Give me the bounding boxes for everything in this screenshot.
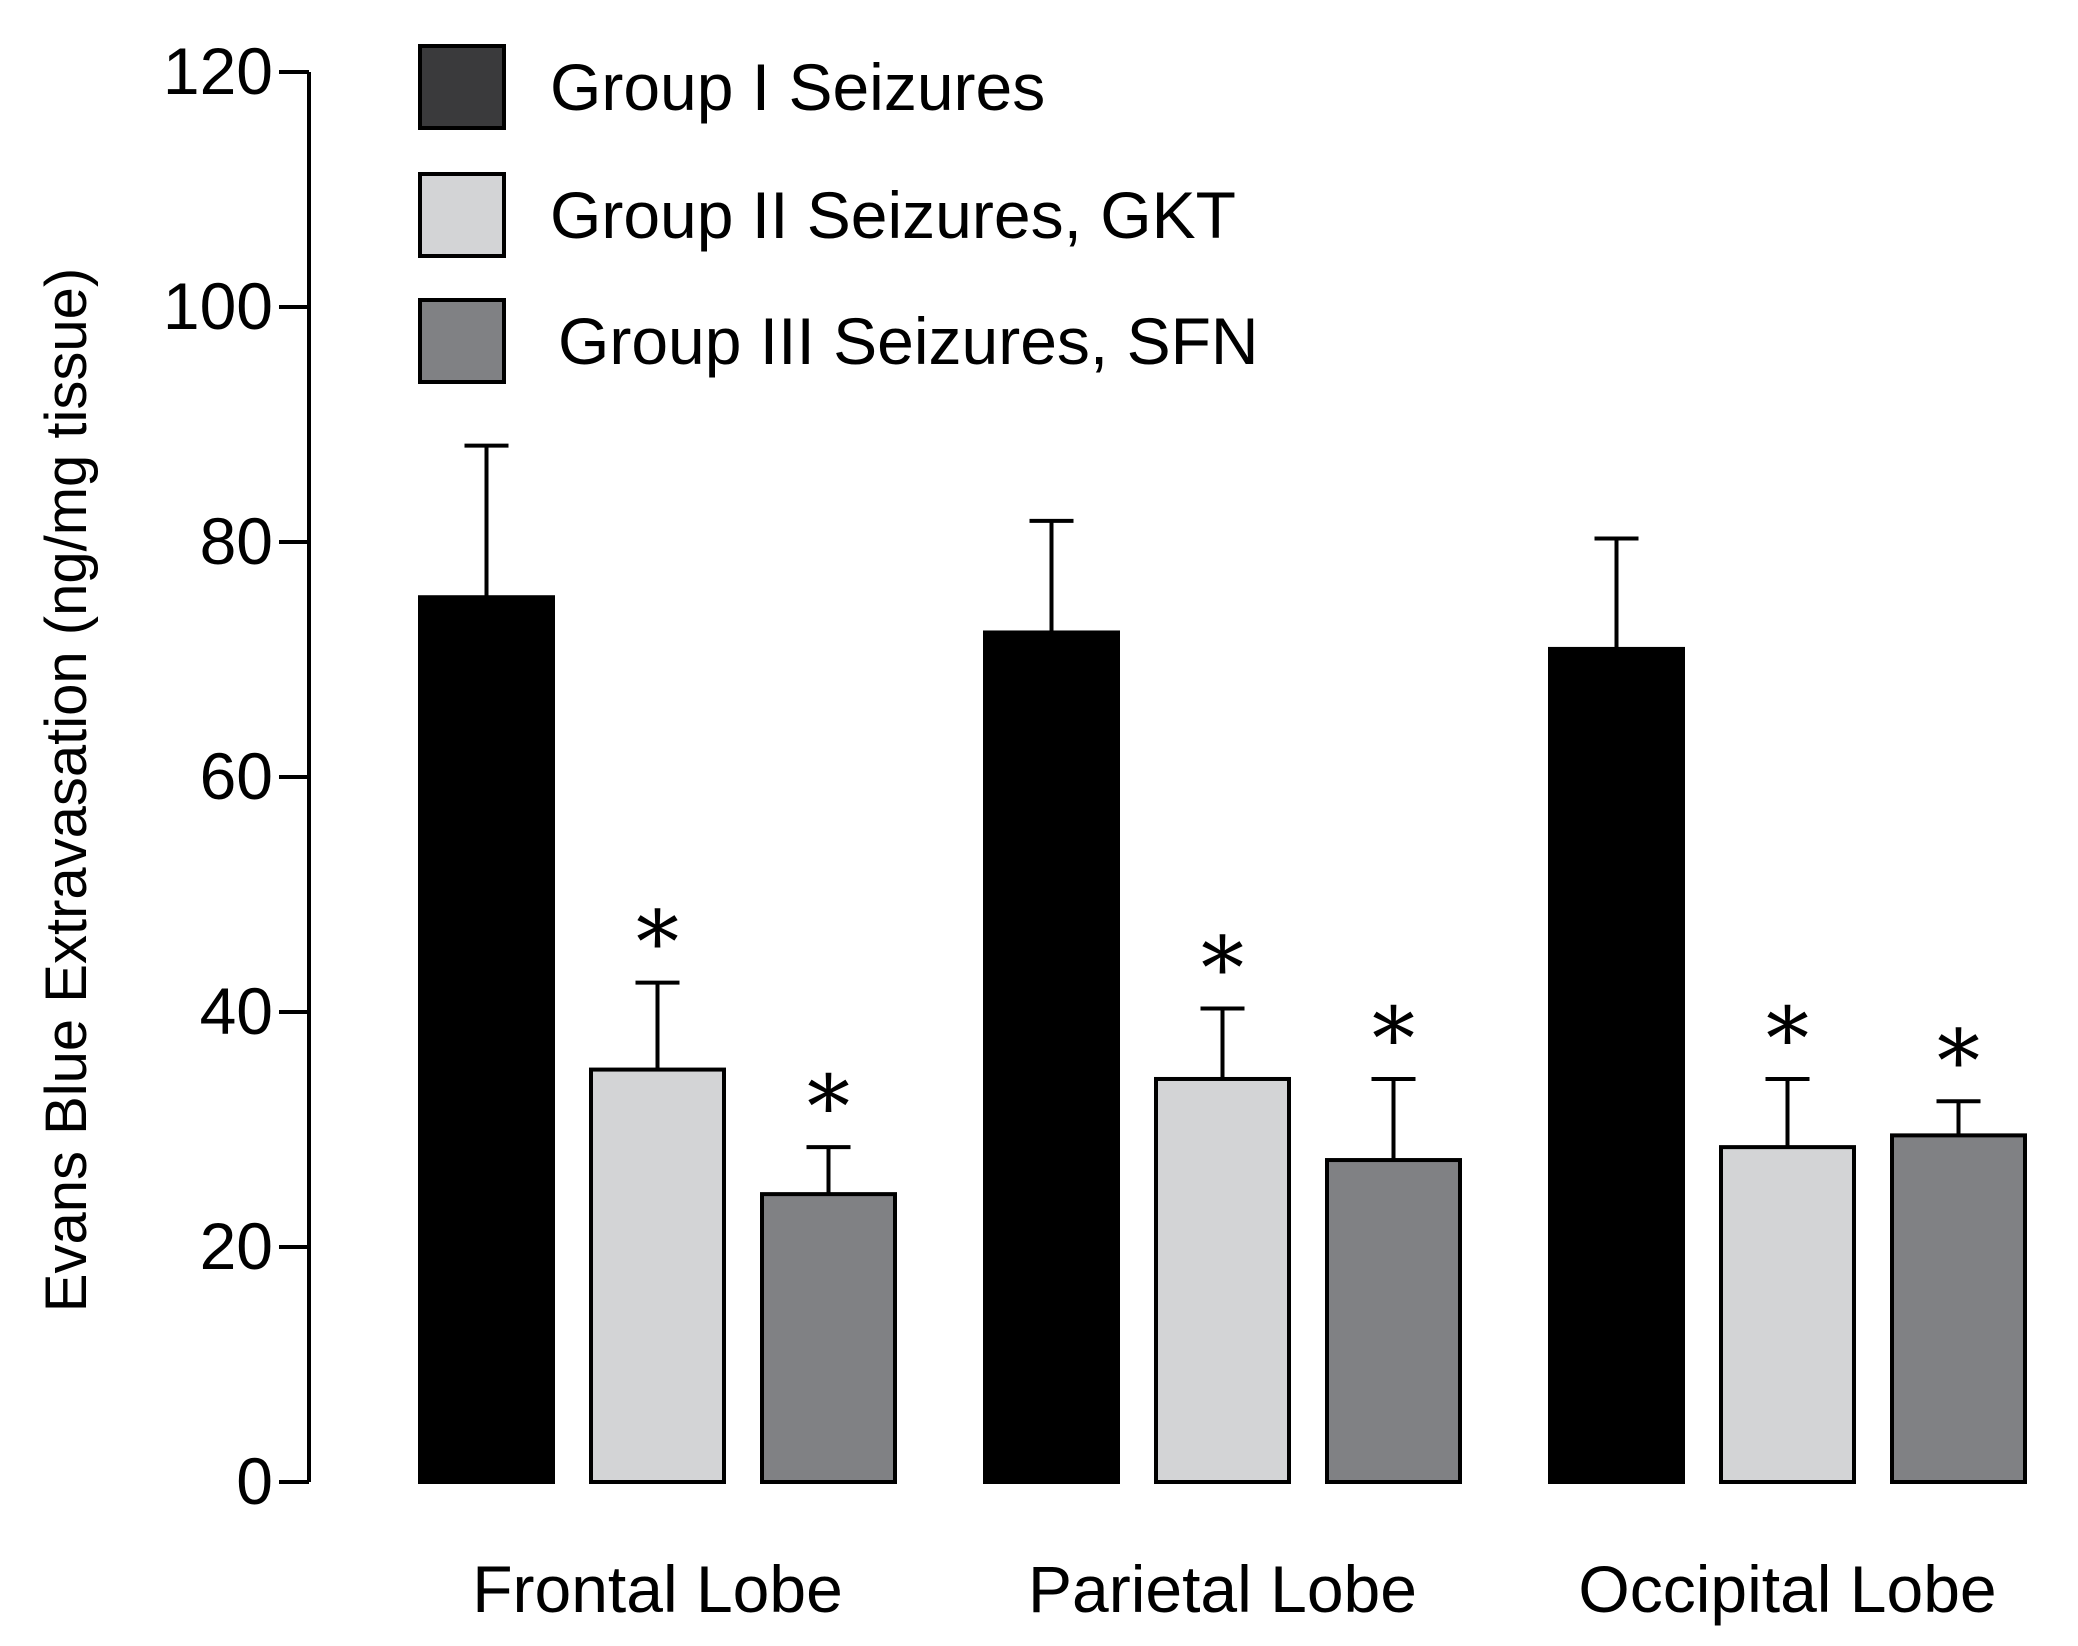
y-tick-label: 100 (163, 269, 273, 343)
y-axis-title: Evans Blue Extravasation (ng/mg tissue) (34, 268, 99, 1312)
y-tick-label: 20 (200, 1209, 273, 1283)
significance-marker: * (1766, 990, 1809, 1090)
category-label: Occipital Lobe (1578, 1552, 1996, 1626)
category-label: Frontal Lobe (472, 1552, 843, 1626)
y-tick-label: 80 (200, 504, 273, 578)
legend-label: Group II Seizures, GKT (550, 178, 1236, 252)
bar (1719, 1145, 1856, 1484)
category-labels: Frontal Lobe Parietal Lobe Occipital Lobe (472, 1552, 1996, 1626)
legend-label: Group I Seizures (550, 50, 1045, 124)
bar (1154, 1076, 1291, 1484)
bar (760, 1192, 897, 1484)
significance-marker: * (1937, 1012, 1980, 1112)
bar-group-1: ** (983, 518, 1462, 1485)
legend-item: Group I Seizures (418, 44, 1045, 130)
legend-item: Group II Seizures, GKT (418, 172, 1236, 258)
bar-group-0: ** (418, 443, 897, 1484)
significance-marker: * (1201, 919, 1244, 1019)
y-axis: 0 20 40 60 80 100 120 (163, 34, 311, 1518)
bar (1548, 646, 1685, 1484)
significance-marker: * (636, 894, 679, 994)
bar (589, 1067, 726, 1484)
significance-marker: * (807, 1058, 850, 1158)
y-tick-label: 0 (236, 1444, 273, 1518)
legend-label: Group III Seizures, SFN (558, 304, 1259, 378)
legend-swatch (418, 172, 506, 258)
bar-groups: **** * * (418, 443, 2027, 1485)
significance-marker: * (1372, 990, 1415, 1090)
legend: Group I Seizures Group II Seizures, GKT Gr… (418, 44, 1259, 384)
legend-swatch (418, 44, 506, 130)
bar (983, 630, 1120, 1484)
bar-group-2: * * (1548, 536, 2027, 1484)
bar (418, 595, 555, 1484)
bar (1325, 1158, 1462, 1485)
y-tick-label: 60 (200, 739, 273, 813)
legend-swatch (418, 298, 506, 384)
y-tick-label: 120 (163, 34, 273, 108)
y-tick-label: 40 (200, 974, 273, 1048)
legend-item: Group III Seizures, SFN (418, 298, 1259, 384)
bar (1890, 1133, 2027, 1484)
category-label: Parietal Lobe (1028, 1552, 1417, 1626)
